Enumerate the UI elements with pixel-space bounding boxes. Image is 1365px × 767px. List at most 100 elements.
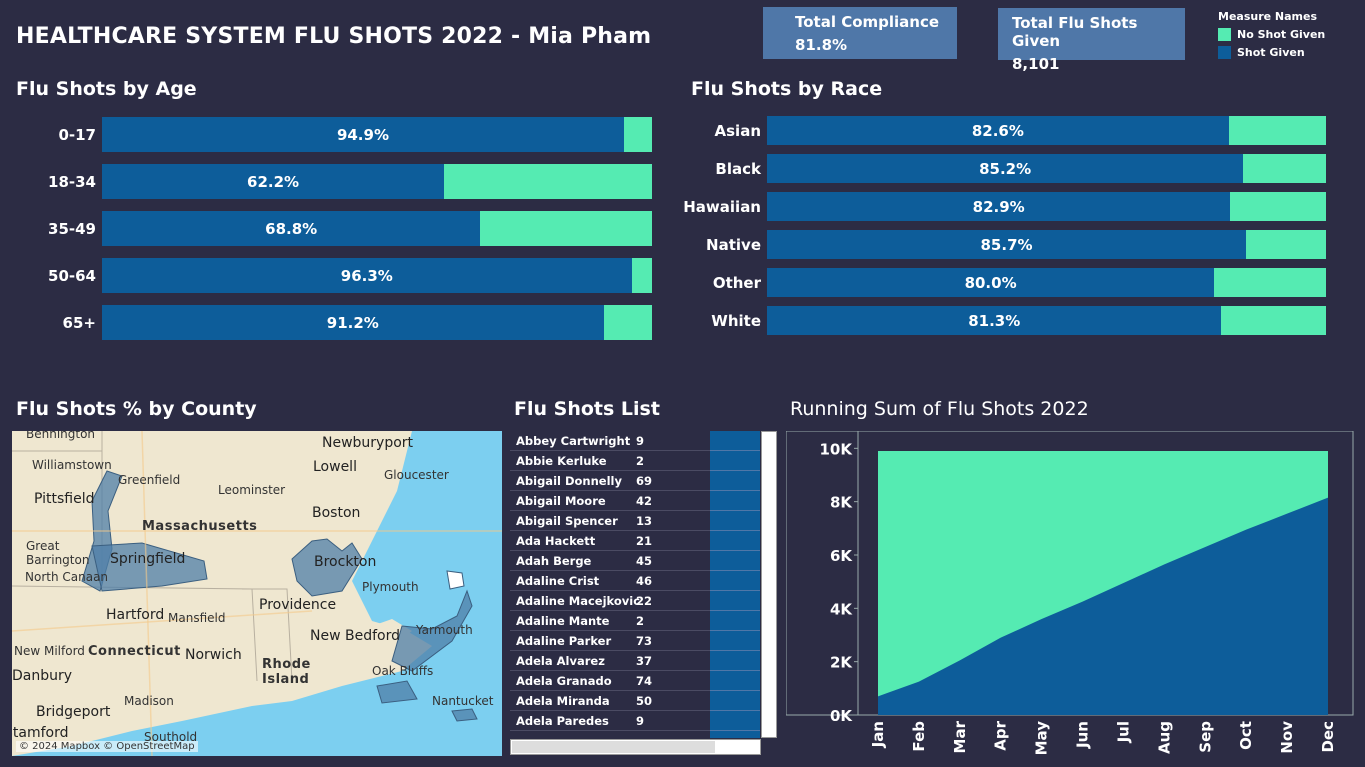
list-item[interactable]: Adaline Crist 46 <box>510 571 761 591</box>
race-bar-row[interactable]: 82.6% Asian <box>715 116 1326 145</box>
age-bar-row[interactable]: 96.3% 50-64 <box>48 258 652 293</box>
list-item[interactable]: Adaline Parker 73 <box>510 631 761 651</box>
shot-count: 37 <box>636 654 653 668</box>
shot-count: 9 <box>636 714 645 728</box>
list-bar-cell <box>710 511 760 531</box>
list-horizontal-scrollbar[interactable] <box>510 739 761 755</box>
row-divider <box>510 530 710 531</box>
x-tick-label: Jul <box>1114 721 1132 743</box>
age-bar-row[interactable]: 91.2% 65+ <box>63 305 652 340</box>
shot-given-bar[interactable] <box>767 154 1244 183</box>
list-vertical-scrollbar[interactable] <box>761 431 777 738</box>
map-place: Oak Bluffs <box>372 664 434 678</box>
map-place: Lowell <box>313 459 357 475</box>
x-tick-label: Apr <box>992 720 1010 750</box>
map-place: Newburyport <box>322 435 414 451</box>
map-place: Danbury <box>12 668 73 684</box>
list-item[interactable]: Adaline Macejkovic 22 <box>510 591 761 611</box>
list-item[interactable]: Adela Miranda 50 <box>510 691 761 711</box>
list-bar-cell <box>710 431 760 451</box>
age-category-label: 50-64 <box>48 266 96 285</box>
list-bar-cell <box>710 591 760 611</box>
list-item[interactable]: Abigail Moore 42 <box>510 491 761 511</box>
y-tick-label: 0K <box>830 707 853 725</box>
shot-given-bar[interactable] <box>767 230 1247 259</box>
x-tick-label: May <box>1033 721 1051 756</box>
list-item[interactable]: Adela Paredes 9 <box>510 711 761 731</box>
row-divider <box>510 670 710 671</box>
shot-given-bar[interactable] <box>102 211 481 246</box>
total-compliance-card[interactable]: Total Compliance 81.8% <box>763 7 957 59</box>
legend-item-shot-given[interactable]: Shot Given <box>1218 46 1325 59</box>
list-item[interactable]: Adaline Mante 2 <box>510 611 761 631</box>
shot-given-bar[interactable] <box>767 306 1222 335</box>
patient-name: Abbie Kerluke <box>516 454 607 468</box>
map-place: Bridgeport <box>36 704 111 720</box>
age-bar-row[interactable]: 94.9% 0-17 <box>58 117 652 152</box>
shot-given-bar[interactable] <box>767 116 1229 145</box>
shot-count: 13 <box>636 514 653 528</box>
race-bar-row[interactable]: 80.0% Other <box>713 268 1326 297</box>
x-tick-label: Jun <box>1074 721 1092 749</box>
row-divider <box>510 450 710 451</box>
y-tick-label: 4K <box>830 600 853 618</box>
page-title: HEALTHCARE SYSTEM FLU SHOTS 2022 - Mia P… <box>16 24 652 49</box>
shot-given-bar[interactable] <box>767 268 1215 297</box>
list-bar-cell <box>710 691 760 711</box>
legend-swatch <box>1218 28 1231 41</box>
map-place: Norwich <box>185 647 242 663</box>
race-bar-row[interactable]: 81.3% White <box>711 306 1326 335</box>
race-category-label: Hawaiian <box>683 197 761 216</box>
map-place: Hartford <box>106 607 165 623</box>
patient-name: Ada Hackett <box>516 534 596 548</box>
kpi-value: 8,101 <box>1012 55 1060 73</box>
shot-count: 46 <box>636 574 653 588</box>
map-attribution[interactable]: © 2024 Mapbox © OpenStreetMap <box>16 741 198 752</box>
map-place: New Milford <box>14 644 85 658</box>
age-bar-row[interactable]: 62.2% 18-34 <box>48 164 652 199</box>
age-bar-row[interactable]: 68.8% 35-49 <box>48 211 652 246</box>
patient-name: Abigail Moore <box>516 494 606 508</box>
patient-name: Adaline Mante <box>516 614 610 628</box>
list-item-partial[interactable] <box>510 731 761 738</box>
scrollbar-thumb[interactable] <box>512 741 715 753</box>
list-item[interactable]: Abbey Cartwright 9 <box>510 431 761 451</box>
running-sum-area: 0K 2K 4K 6K 8K 10K Jan Feb Mar Apr May Jun Jul Aug Sep… <box>785 430 1354 756</box>
list-item[interactable]: Abigail Donnelly 69 <box>510 471 761 491</box>
running-sum-chart: 0K 2K 4K 6K 8K 10K Jan Feb Mar Apr May Jun Jul Aug Sep… <box>785 430 1354 763</box>
county-map[interactable]: Bennington Newburyport Williamstown Lowe… <box>12 431 502 756</box>
patient-name: Adela Granado <box>516 674 612 688</box>
map-place: Rhode Island <box>262 657 311 687</box>
race-category-label: Other <box>712 273 761 292</box>
race-bar-row[interactable]: 85.7% Native <box>706 230 1326 259</box>
legend-label: No Shot Given <box>1237 28 1326 41</box>
shot-given-bar[interactable] <box>102 258 632 293</box>
map-place: Nantucket <box>432 694 494 708</box>
list-item[interactable]: Ada Hackett 21 <box>510 531 761 551</box>
x-tick-label: Oct <box>1237 721 1255 750</box>
shot-given-bar[interactable] <box>102 305 604 340</box>
row-divider <box>510 490 710 491</box>
shot-given-bar[interactable] <box>767 192 1231 221</box>
list-item[interactable]: Adela Alvarez 37 <box>510 651 761 671</box>
list-item[interactable]: Abigail Spencer 13 <box>510 511 761 531</box>
shot-given-bar[interactable] <box>102 164 445 199</box>
list-item[interactable]: Adela Granado 74 <box>510 671 761 691</box>
shot-given-bar[interactable] <box>102 117 624 152</box>
shot-count: 73 <box>636 634 653 648</box>
row-divider <box>510 610 710 611</box>
list-bar-cell <box>710 671 760 691</box>
list-item[interactable]: Adah Berge 45 <box>510 551 761 571</box>
legend-item-no-shot[interactable]: No Shot Given <box>1218 28 1325 41</box>
map-place: Great Barrington <box>26 539 90 567</box>
map-place: Madison <box>124 694 174 708</box>
race-bar-row[interactable]: 82.9% Hawaiian <box>683 192 1326 221</box>
race-bar-row[interactable]: 85.2% Black <box>715 154 1326 183</box>
list-item[interactable]: Abbie Kerluke 2 <box>510 451 761 471</box>
list-bar-cell <box>710 531 760 551</box>
row-divider <box>510 650 710 651</box>
map-place: Connecticut <box>88 644 181 659</box>
total-flu-shots-card[interactable]: Total Flu Shots Given 8,101 <box>998 8 1185 73</box>
flu-shots-list[interactable]: Abbey Cartwright 9 Abbie Kerluke 2 Abigail D… <box>510 431 761 738</box>
row-divider <box>510 730 710 731</box>
